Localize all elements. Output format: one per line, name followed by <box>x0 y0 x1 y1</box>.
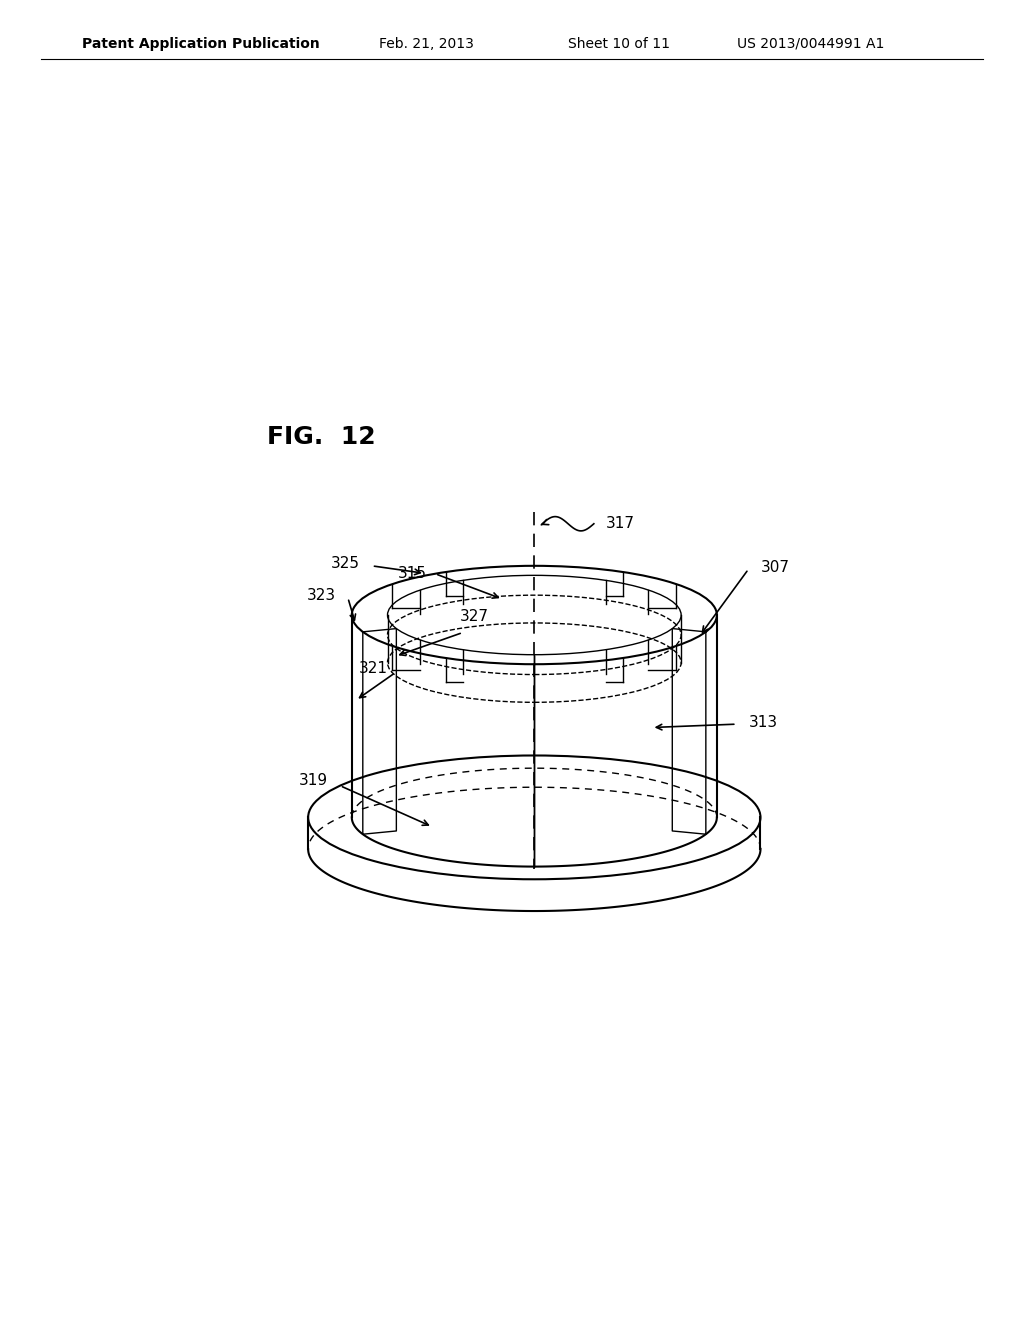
Text: Patent Application Publication: Patent Application Publication <box>82 37 319 50</box>
Text: 321: 321 <box>358 661 387 676</box>
Text: 315: 315 <box>398 566 427 581</box>
Text: 307: 307 <box>761 560 790 576</box>
Text: 323: 323 <box>307 587 336 603</box>
Text: 327: 327 <box>461 609 489 624</box>
Text: FIG.  12: FIG. 12 <box>267 425 376 449</box>
Text: Feb. 21, 2013: Feb. 21, 2013 <box>379 37 474 50</box>
Text: 319: 319 <box>299 774 328 788</box>
Text: 313: 313 <box>749 715 777 730</box>
Text: US 2013/0044991 A1: US 2013/0044991 A1 <box>737 37 885 50</box>
Text: 325: 325 <box>331 556 359 572</box>
Text: Sheet 10 of 11: Sheet 10 of 11 <box>568 37 671 50</box>
Text: 317: 317 <box>606 516 635 531</box>
